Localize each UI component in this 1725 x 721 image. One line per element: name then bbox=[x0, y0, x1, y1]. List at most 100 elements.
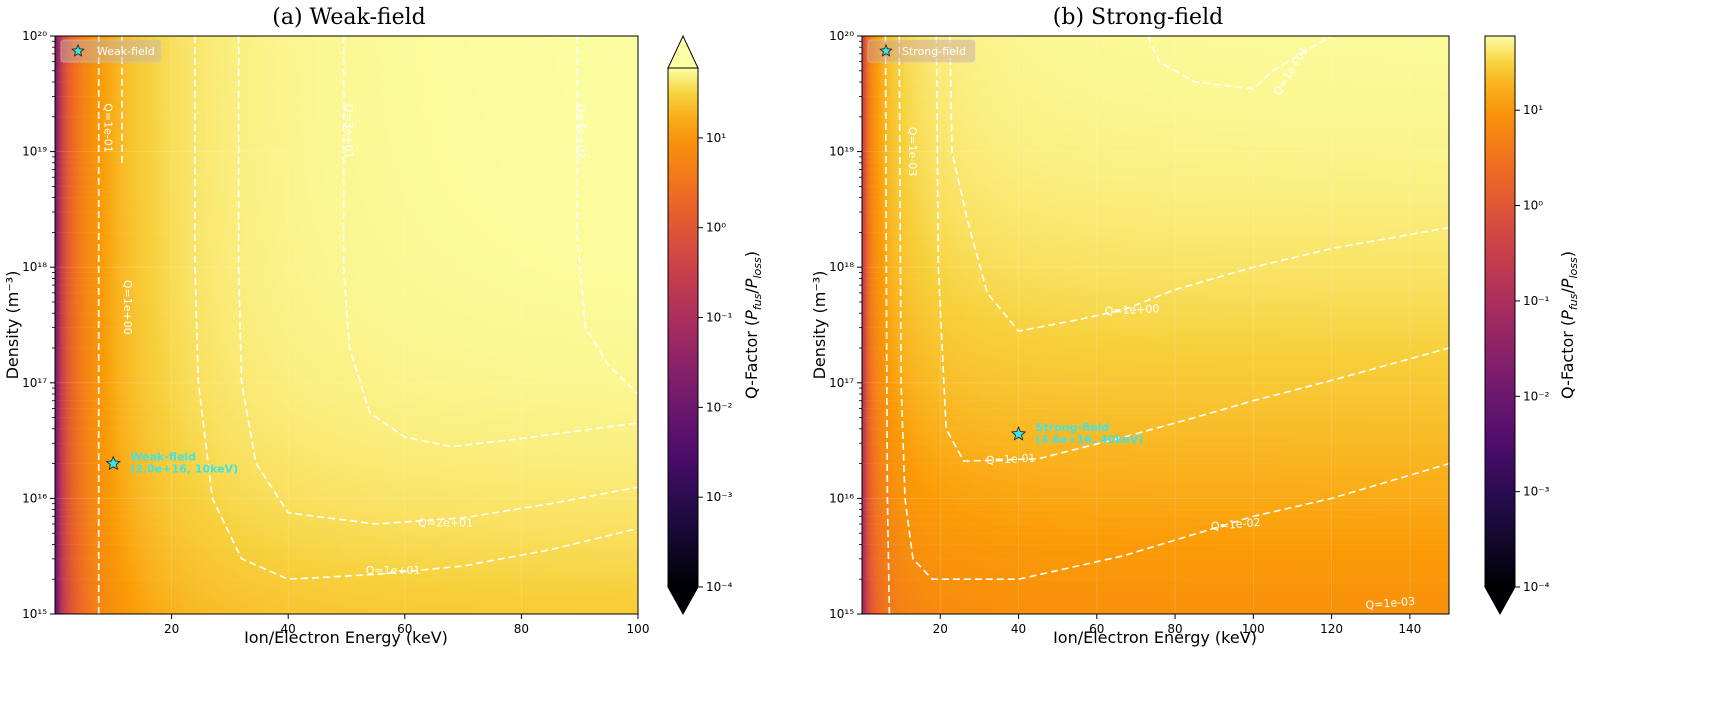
x-tick-label: 60 bbox=[1089, 622, 1104, 636]
x-axis-ticks: 20 40 60 80 100 bbox=[164, 614, 649, 636]
contour-labels: Q=1e-01 Q=1e+00 Q=3e+01 Q=4e+01 Q=2e+01 Q=1e+… bbox=[102, 103, 588, 577]
design-point: Strong-field (3.6e+16, 40keV) bbox=[1010, 421, 1144, 446]
x-tick-label: 40 bbox=[281, 622, 296, 636]
point-label: Weak-field bbox=[130, 451, 196, 464]
y-tick-label: 10¹⁵ bbox=[829, 607, 854, 621]
y-tick-label: 10¹⁶ bbox=[829, 491, 854, 505]
colorbar-extend-bottom bbox=[667, 586, 699, 616]
y-axis-ticks: 10¹⁵ 10¹⁶ 10¹⁷ 10¹⁸ 10¹⁹ 10²⁰ bbox=[22, 29, 55, 621]
y-tick-label: 10¹⁶ bbox=[22, 491, 47, 505]
y-tick-label: 10¹⁹ bbox=[829, 145, 854, 159]
plot-frame bbox=[861, 35, 1450, 615]
y-tick-label: 10¹⁸ bbox=[22, 260, 47, 274]
legend-label: Weak-field bbox=[97, 45, 155, 58]
point-label: Strong-field bbox=[1036, 421, 1110, 434]
star-icon bbox=[879, 43, 893, 57]
x-tick-label: 100 bbox=[627, 622, 650, 636]
heatmap bbox=[55, 36, 638, 614]
contour-label: Q=1e-03 bbox=[906, 127, 919, 177]
x-axis-ticks: 20 40 60 80 100 120 140 bbox=[933, 614, 1421, 636]
colorbar-tick-label: 10⁻² bbox=[706, 400, 733, 414]
y-tick-label: 10¹⁷ bbox=[829, 376, 854, 390]
colorbar-tick-label: 10⁻⁴ bbox=[1523, 580, 1550, 594]
colorbar-tick-label: 10⁻³ bbox=[706, 490, 733, 504]
star-icon bbox=[1010, 426, 1027, 441]
legend-label: Strong-field bbox=[902, 45, 966, 58]
colorbar-tick-label: 10⁰ bbox=[706, 221, 726, 235]
x-tick-label: 120 bbox=[1320, 622, 1343, 636]
x-tick-label: 140 bbox=[1398, 622, 1421, 636]
panel-strong-field: (b) Strong-field Q=1e-03 Q=1e-02 Q=1e-01 Q=… bbox=[810, 5, 1580, 647]
x-tick-label: 100 bbox=[1242, 622, 1265, 636]
point-label: (2.0e+16, 10keV) bbox=[130, 463, 238, 476]
heatmap-image bbox=[55, 36, 638, 614]
chart-title: (a) Weak-field bbox=[272, 5, 425, 30]
x-tick-label: 40 bbox=[1011, 622, 1026, 636]
colorbar-frame bbox=[667, 67, 699, 588]
colorbar-tick-label: 10⁰ bbox=[1523, 199, 1543, 213]
x-tick-label: 60 bbox=[397, 622, 412, 636]
contour-lines bbox=[884, 35, 1450, 615]
contour-line bbox=[884, 35, 891, 615]
y-tick-label: 10¹⁸ bbox=[829, 260, 854, 274]
contour-labels: Q=1e-03Q=1e-02Q=1e-01Q=1e+00Q=1e+01Q=1e-… bbox=[906, 44, 1416, 612]
x-tick-label: 80 bbox=[1167, 622, 1182, 636]
legend: Strong-field bbox=[867, 39, 976, 63]
colorbar-frame bbox=[1484, 35, 1516, 588]
colorbar: 10⁻⁴ 10⁻³ 10⁻² 10⁻¹ 10⁰ 10¹ Q-Factor (Pfus/Pl… bbox=[1484, 35, 1580, 616]
contour-label: Q=1e-01 bbox=[986, 452, 1036, 468]
contour-label: Q=1e-01 bbox=[102, 103, 115, 153]
contour-label: Q=2e+01 bbox=[418, 516, 473, 529]
colorbar-extend-top bbox=[667, 34, 699, 69]
star-icon bbox=[71, 43, 85, 57]
legend-box bbox=[867, 39, 976, 63]
contour-label: Q=1e+00 bbox=[1104, 302, 1159, 318]
legend: Weak-field bbox=[60, 39, 162, 63]
point-label: (3.6e+16, 40keV) bbox=[1036, 433, 1144, 446]
x-tick-label: 20 bbox=[164, 622, 179, 636]
colorbar-tick-label: 10¹ bbox=[1523, 103, 1543, 117]
contour-line bbox=[194, 36, 639, 581]
contour-line bbox=[342, 36, 639, 448]
star-icon bbox=[105, 455, 121, 471]
colorbar-fill bbox=[1485, 36, 1515, 587]
contour-label: Q=1e+01 bbox=[366, 564, 421, 577]
gridlines bbox=[862, 35, 1449, 615]
contour-line bbox=[1146, 35, 1332, 90]
colorbar-tick-label: 10⁻³ bbox=[1523, 485, 1550, 499]
colorbar-label: Q-Factor (Pfus/Ploss) bbox=[1558, 251, 1580, 399]
y-axis-label: Density (m⁻³) bbox=[810, 271, 829, 380]
contour-line bbox=[935, 35, 1450, 463]
contour-line bbox=[576, 36, 639, 395]
contour-line bbox=[237, 36, 639, 525]
colorbar-label: Q-Factor (Pfus/Ploss) bbox=[742, 251, 764, 399]
chart-title: (b) Strong-field bbox=[1053, 5, 1223, 30]
plot-frame bbox=[54, 35, 639, 615]
contour-lines bbox=[97, 36, 639, 614]
y-tick-label: 10¹⁵ bbox=[22, 607, 47, 621]
contour-label: Q=3e+01 bbox=[342, 104, 355, 159]
legend-box bbox=[60, 39, 162, 63]
contour-label: Q=4e+01 bbox=[574, 104, 587, 159]
colorbar-tick-label: 10⁻¹ bbox=[706, 311, 733, 325]
y-axis-label: Density (m⁻³) bbox=[3, 271, 22, 380]
heatmap bbox=[862, 36, 1449, 614]
y-tick-label: 10¹⁷ bbox=[22, 376, 47, 390]
x-axis-label: Ion/Electron Energy (keV) bbox=[244, 628, 448, 647]
heatmap-image bbox=[862, 36, 1449, 614]
contour-label: Q=1e-03 bbox=[1365, 595, 1416, 612]
y-tick-label: 10²⁰ bbox=[829, 29, 854, 43]
panel-weak-field: (a) Weak-field Q=1e-01 Q=1e+00 Q=3e+01 Q=4e… bbox=[3, 5, 764, 647]
contour-line bbox=[898, 35, 1450, 580]
colorbar-ticks: 10⁻⁴ 10⁻³ 10⁻² 10⁻¹ 10⁰ 10¹ bbox=[1515, 103, 1550, 594]
colorbar-fill bbox=[668, 68, 698, 587]
y-tick-label: 10²⁰ bbox=[22, 29, 47, 43]
gridlines bbox=[55, 35, 639, 615]
colorbar-tick-label: 10⁻² bbox=[1523, 389, 1550, 403]
colorbar: 10⁻⁴ 10⁻³ 10⁻² 10⁻¹ 10⁰ 10¹ Q-Factor (Pfus/Pl… bbox=[667, 34, 764, 616]
x-tick-label: 80 bbox=[514, 622, 529, 636]
y-axis-ticks: 10¹⁵ 10¹⁶ 10¹⁷ 10¹⁸ 10¹⁹ 10²⁰ bbox=[829, 29, 862, 621]
design-point: Weak-field (2.0e+16, 10keV) bbox=[105, 451, 238, 476]
x-tick-label: 20 bbox=[933, 622, 948, 636]
